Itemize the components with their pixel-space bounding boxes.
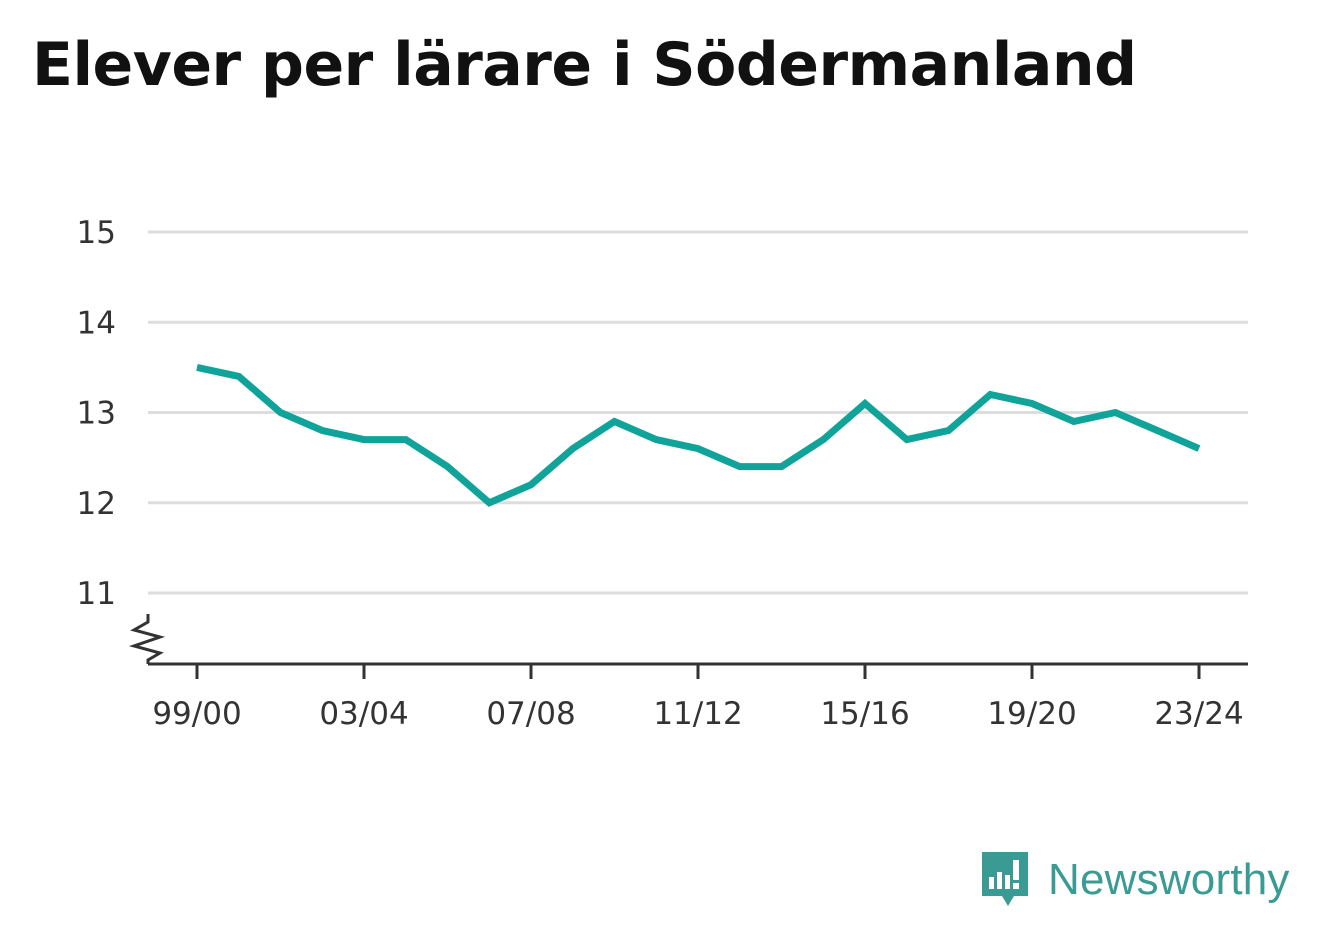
y-tick-label: 14 [77, 305, 116, 341]
x-tick-label: 19/20 [987, 696, 1076, 732]
y-tick-label: 12 [77, 486, 116, 522]
x-tick-label: 15/16 [820, 696, 909, 732]
x-tick-label: 03/04 [319, 696, 408, 732]
grid-lines [148, 230, 1248, 595]
x-axis: 99/00 03/04 07/08 11/12 15/16 19/20 23/24 [128, 614, 1248, 732]
y-tick-label: 13 [77, 396, 116, 432]
x-tick-label: 23/24 [1154, 696, 1243, 732]
x-tick-label: 99/00 [152, 696, 241, 732]
x-tick-label: 11/12 [653, 696, 742, 732]
y-axis-break-icon [128, 614, 166, 664]
y-tick-label: 11 [77, 576, 116, 612]
y-axis-ticks: 11 12 13 14 15 [77, 215, 116, 612]
series-line-0 [196, 363, 1201, 507]
brand-name: Newsworthy [1048, 855, 1290, 904]
series-group [196, 363, 1201, 507]
x-tick-label: 07/08 [486, 696, 575, 732]
chart-title: Elever per lärare i Södermanland [32, 30, 1137, 100]
y-tick-label: 15 [77, 215, 116, 251]
newsworthy-logo[interactable]: Newsworthy [980, 850, 1290, 910]
newsworthy-logo-icon [982, 852, 1028, 906]
